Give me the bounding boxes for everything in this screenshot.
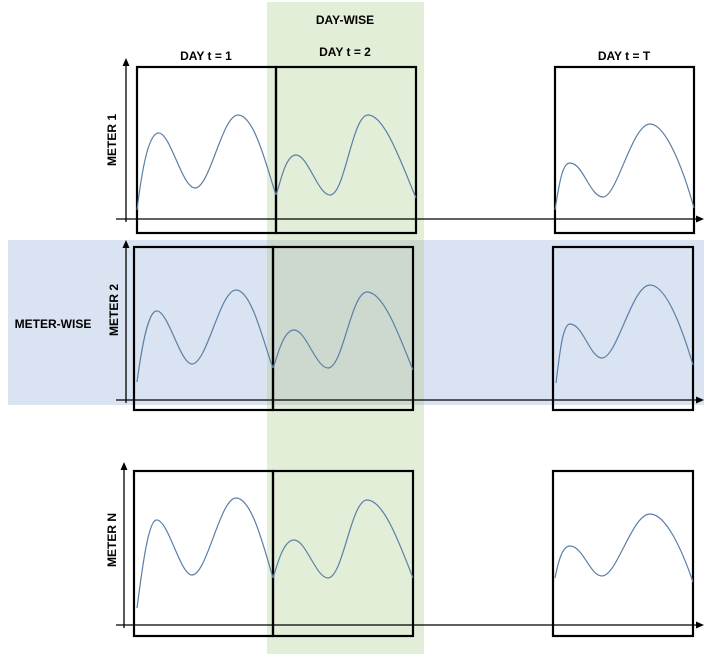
meter-n-day-2-box <box>271 469 415 638</box>
meter-1-label: METER 1 <box>105 114 119 166</box>
meter-2-row <box>116 240 704 412</box>
meter-wise-label: METER-WISE <box>15 317 92 331</box>
meter-2-day-t-curve <box>555 284 694 384</box>
meter-1-day-t-box <box>553 65 696 235</box>
meter-n-y-axis-arrow <box>120 462 128 470</box>
meter-n-day-1-box <box>132 469 275 638</box>
meter-n-row <box>116 462 704 638</box>
overlap-region <box>267 240 424 405</box>
meter-2-day-1-curve <box>136 289 274 383</box>
meter-n-day-t-box <box>551 469 695 638</box>
meter-1-row <box>116 58 704 235</box>
day-1-label: DAY t = 1 <box>180 49 232 63</box>
meter-2-day-2-curve <box>272 291 414 371</box>
meter-1-day-t-curve <box>554 123 695 211</box>
meter-1-x-axis-arrow <box>696 215 704 223</box>
day-t-label: DAY t = T <box>598 49 651 63</box>
meter-2-day-2-box <box>271 245 415 412</box>
meter-n-day-2-curve <box>272 499 414 579</box>
meter-1-day-2-box <box>274 65 418 235</box>
meter-1-day-1-box <box>135 65 278 235</box>
meter-1-day-2-curve <box>275 114 417 199</box>
meter-n-x-axis-arrow <box>696 621 704 629</box>
meter-n-day-1-curve <box>136 497 274 609</box>
meter-2-y-axis-arrow <box>122 240 130 248</box>
day-2-label: DAY t = 2 <box>319 45 371 59</box>
meter-2-day-t-box <box>551 245 695 412</box>
meter-1-day-1-curve <box>136 114 277 211</box>
meter-n-day-t-curve <box>554 513 694 583</box>
day-wise-label: DAY-WISE <box>316 13 374 27</box>
meter-1-y-axis-arrow <box>122 58 130 66</box>
meter-2-x-axis-arrow <box>696 396 704 404</box>
meter-2-label: METER 2 <box>107 284 121 336</box>
meter-n-label: METER N <box>105 513 119 567</box>
